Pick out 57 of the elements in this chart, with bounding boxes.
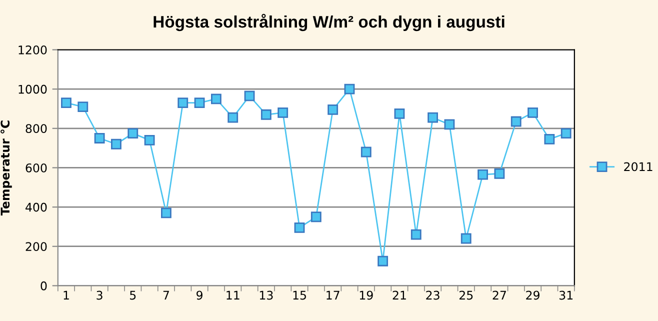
y-tick-label: 400	[26, 202, 47, 212]
x-tick-label: 31	[559, 290, 573, 300]
point	[78, 102, 88, 112]
x-tick-label: 13	[260, 290, 273, 300]
x-tick-label: 25	[459, 290, 473, 300]
x-tick-label: 9	[196, 290, 202, 300]
point	[494, 168, 505, 179]
point	[528, 107, 538, 118]
point	[294, 222, 305, 233]
x-tick-label: 15	[293, 290, 306, 300]
point	[460, 233, 472, 244]
point	[344, 84, 355, 94]
point	[378, 256, 388, 266]
point	[328, 104, 338, 115]
y-tick-label: 0	[40, 281, 47, 290]
point	[144, 134, 155, 146]
point	[178, 98, 188, 108]
x-tick-label: 29	[526, 290, 540, 300]
legend-label: 2011	[624, 162, 652, 172]
y-axis-title: Temperatur °C	[0, 120, 12, 216]
x-tick-label: 3	[96, 290, 102, 300]
x-tick-label: 5	[130, 290, 136, 300]
x-tick-label: 27	[492, 290, 506, 300]
x-tick-label: 19	[360, 290, 373, 300]
point	[544, 134, 555, 144]
point	[194, 98, 205, 108]
x-tick-label: 11	[226, 290, 240, 300]
point	[210, 94, 222, 104]
point	[510, 116, 522, 127]
point	[278, 107, 288, 118]
x-tick-label: 1	[64, 290, 69, 300]
point	[128, 128, 138, 139]
point	[161, 208, 172, 218]
point	[428, 112, 438, 123]
y-tick-label: 600	[26, 163, 47, 172]
point	[394, 108, 405, 119]
x-tick-label: 23	[426, 290, 440, 300]
x-tick-label: 7	[163, 290, 169, 300]
x-tick-label: 17	[326, 290, 340, 300]
point	[260, 109, 272, 120]
point	[478, 169, 488, 180]
point	[111, 138, 122, 150]
point	[94, 133, 105, 144]
point	[560, 128, 572, 139]
point	[410, 229, 422, 240]
point	[228, 112, 238, 123]
y-tick-label: 1000	[18, 84, 47, 94]
y-tick-label: 200	[26, 242, 47, 252]
y-tick-label: 800	[26, 124, 47, 134]
point	[360, 146, 372, 158]
chart-title: Högsta solstrålning W/m² och dygn i augusti	[154, 14, 504, 32]
x-tick-label: 21	[392, 290, 406, 300]
point	[444, 119, 455, 130]
y-tick-label: 1200	[18, 45, 47, 54]
point	[310, 212, 322, 222]
point	[61, 98, 72, 108]
point	[244, 90, 255, 102]
